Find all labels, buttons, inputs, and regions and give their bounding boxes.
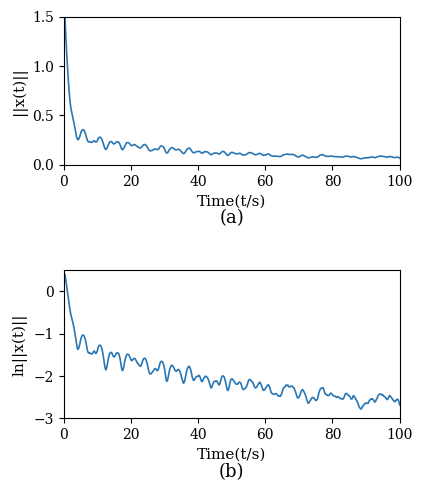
X-axis label: Time(t/s): Time(t/s) [197, 448, 266, 462]
X-axis label: Time(t/s): Time(t/s) [197, 194, 266, 208]
Text: (b): (b) [219, 463, 244, 481]
Y-axis label: ||x(t)||: ||x(t)|| [11, 67, 27, 114]
Text: (a): (a) [219, 210, 244, 228]
Y-axis label: ln||x(t)||: ln||x(t)|| [12, 313, 28, 376]
